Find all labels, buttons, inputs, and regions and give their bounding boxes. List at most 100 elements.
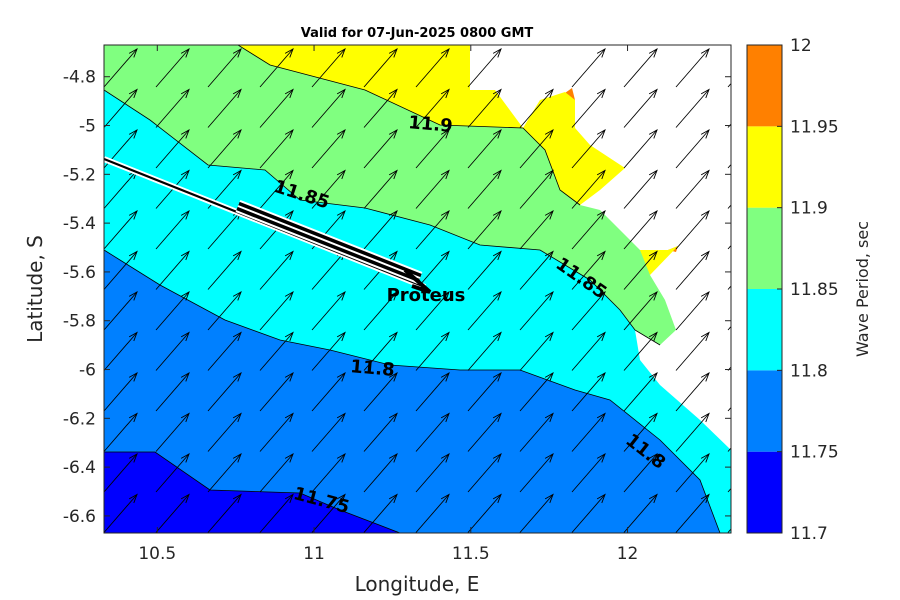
wave-arrow: [363, 170, 398, 209]
wave-arrow-head: [492, 48, 502, 58]
wave-arrow-head: [492, 372, 502, 382]
wave-arrow-head: [596, 250, 606, 261]
wave-arrow: [259, 494, 294, 533]
wave-arrow: [155, 291, 190, 331]
plot-frame: [103, 44, 732, 534]
wave-arrow: [467, 372, 502, 412]
wave-arrow-head: [544, 493, 554, 504]
wave-arrow-head: [128, 372, 138, 382]
wave-arrow: [207, 291, 242, 331]
wave-arrow: [104, 372, 138, 412]
wave-arrow-head: [388, 412, 398, 423]
wave-arrow-head: [232, 129, 242, 139]
wave-arrow-head: [492, 169, 502, 180]
wave-arrow: [415, 453, 450, 493]
wave-arrow: [519, 251, 554, 290]
wave-arrow-head: [544, 372, 554, 382]
y-tick-label: -5: [79, 117, 96, 137]
wave-arrow-head: [180, 372, 190, 382]
wave-arrow-head: [388, 169, 398, 180]
wave-arrow-head: [492, 291, 502, 301]
wave-arrow: [623, 89, 658, 128]
wave-arrow-head: [336, 129, 346, 139]
wave-arrow: [155, 413, 190, 452]
wave-arrow-head: [232, 453, 242, 463]
wave-arrow-head: [440, 493, 450, 504]
wave-arrow-head: [284, 129, 294, 139]
wave-arrow: [155, 372, 190, 412]
wave-arrow-head: [440, 210, 450, 220]
wave-arrow-head: [648, 412, 658, 423]
wave-arrow: [415, 170, 450, 209]
wave-arrow-head: [180, 129, 190, 139]
colorbar-label: 11.85: [790, 280, 839, 300]
wave-arrow: [311, 170, 346, 209]
wave-arrow-head: [544, 210, 554, 220]
x-axis-ticks: 10.5 11 11.5 12: [138, 45, 638, 564]
wave-arrow: [519, 129, 554, 169]
wave-arrow-head: [128, 291, 138, 301]
wave-arrow: [623, 129, 658, 169]
wave-arrow-head: [232, 169, 242, 180]
wave-arrow: [311, 291, 346, 331]
wave-arrow: [363, 48, 398, 88]
wave-arrow-head: [440, 331, 450, 342]
wave-arrow-head: [284, 493, 294, 504]
wave-arrow: [675, 89, 710, 128]
wave-arrow: [259, 453, 294, 493]
wave-arrow-head: [388, 372, 398, 382]
contour-lines: [104, 45, 721, 533]
wave-arrow: [519, 372, 554, 412]
wave-arrow-head: [700, 372, 710, 382]
wave-arrow-head: [596, 129, 606, 139]
wave-arrow-head: [128, 331, 138, 342]
x-tick-label: 10.5: [138, 544, 176, 564]
wave-arrow: [467, 291, 502, 331]
wave-arrow: [311, 89, 346, 128]
wave-arrow: [467, 129, 502, 169]
wave-arrow: [415, 413, 450, 452]
colorbar-swatch: [747, 289, 782, 371]
wave-arrow-head: [284, 291, 294, 301]
wave-arrow-head: [336, 331, 346, 342]
wave-arrow-head: [336, 493, 346, 504]
wave-arrow-head: [180, 493, 190, 504]
wave-arrow-head: [544, 291, 554, 301]
wave-arrow-head: [700, 129, 710, 139]
wave-arrow-head: [388, 210, 398, 220]
wave-arrow-head: [388, 331, 398, 342]
wave-arrow: [519, 332, 554, 371]
wave-arrow: [571, 89, 606, 128]
wave-arrow: [155, 89, 190, 128]
wave-arrow-head: [544, 88, 554, 99]
wave-arrow-head: [232, 250, 242, 261]
wave-arrow: [415, 494, 450, 533]
wave-arrow-head: [336, 412, 346, 423]
y-tick-label: -5.4: [63, 214, 96, 234]
wave-arrow-head: [336, 372, 346, 382]
wave-arrow: [259, 129, 294, 169]
wave-arrow-head: [284, 412, 294, 423]
y-axis-ticks: -4.8 -5 -5.2 -5.4 -5.6 -5.8 -6 -6.2 -6.4 -6.6: [63, 68, 731, 527]
wave-arrow-head: [648, 48, 658, 58]
wave-direction-arrows: [104, 48, 731, 533]
wave-arrow-head: [648, 129, 658, 139]
wave-arrow: [363, 89, 398, 128]
wave-arrow: [519, 89, 554, 128]
wave-arrow-head: [440, 372, 450, 382]
wave-arrow: [675, 210, 710, 250]
y-tick-label: -6.2: [63, 409, 96, 429]
wave-arrow: [467, 210, 502, 250]
wave-arrow: [519, 413, 554, 452]
wave-arrow: [675, 291, 710, 331]
wave-arrow: [571, 48, 606, 88]
wave-arrow: [207, 332, 242, 371]
wave-arrow-head: [700, 493, 710, 504]
vessel-track: [104, 156, 432, 294]
wave-arrow-head: [388, 291, 398, 301]
contour-fill-11.8: [104, 90, 731, 533]
wave-arrow-head: [336, 48, 346, 58]
colorbar-label: 11.95: [790, 117, 839, 137]
wave-arrow-head: [596, 453, 606, 463]
x-tick-label: 11: [303, 544, 325, 564]
